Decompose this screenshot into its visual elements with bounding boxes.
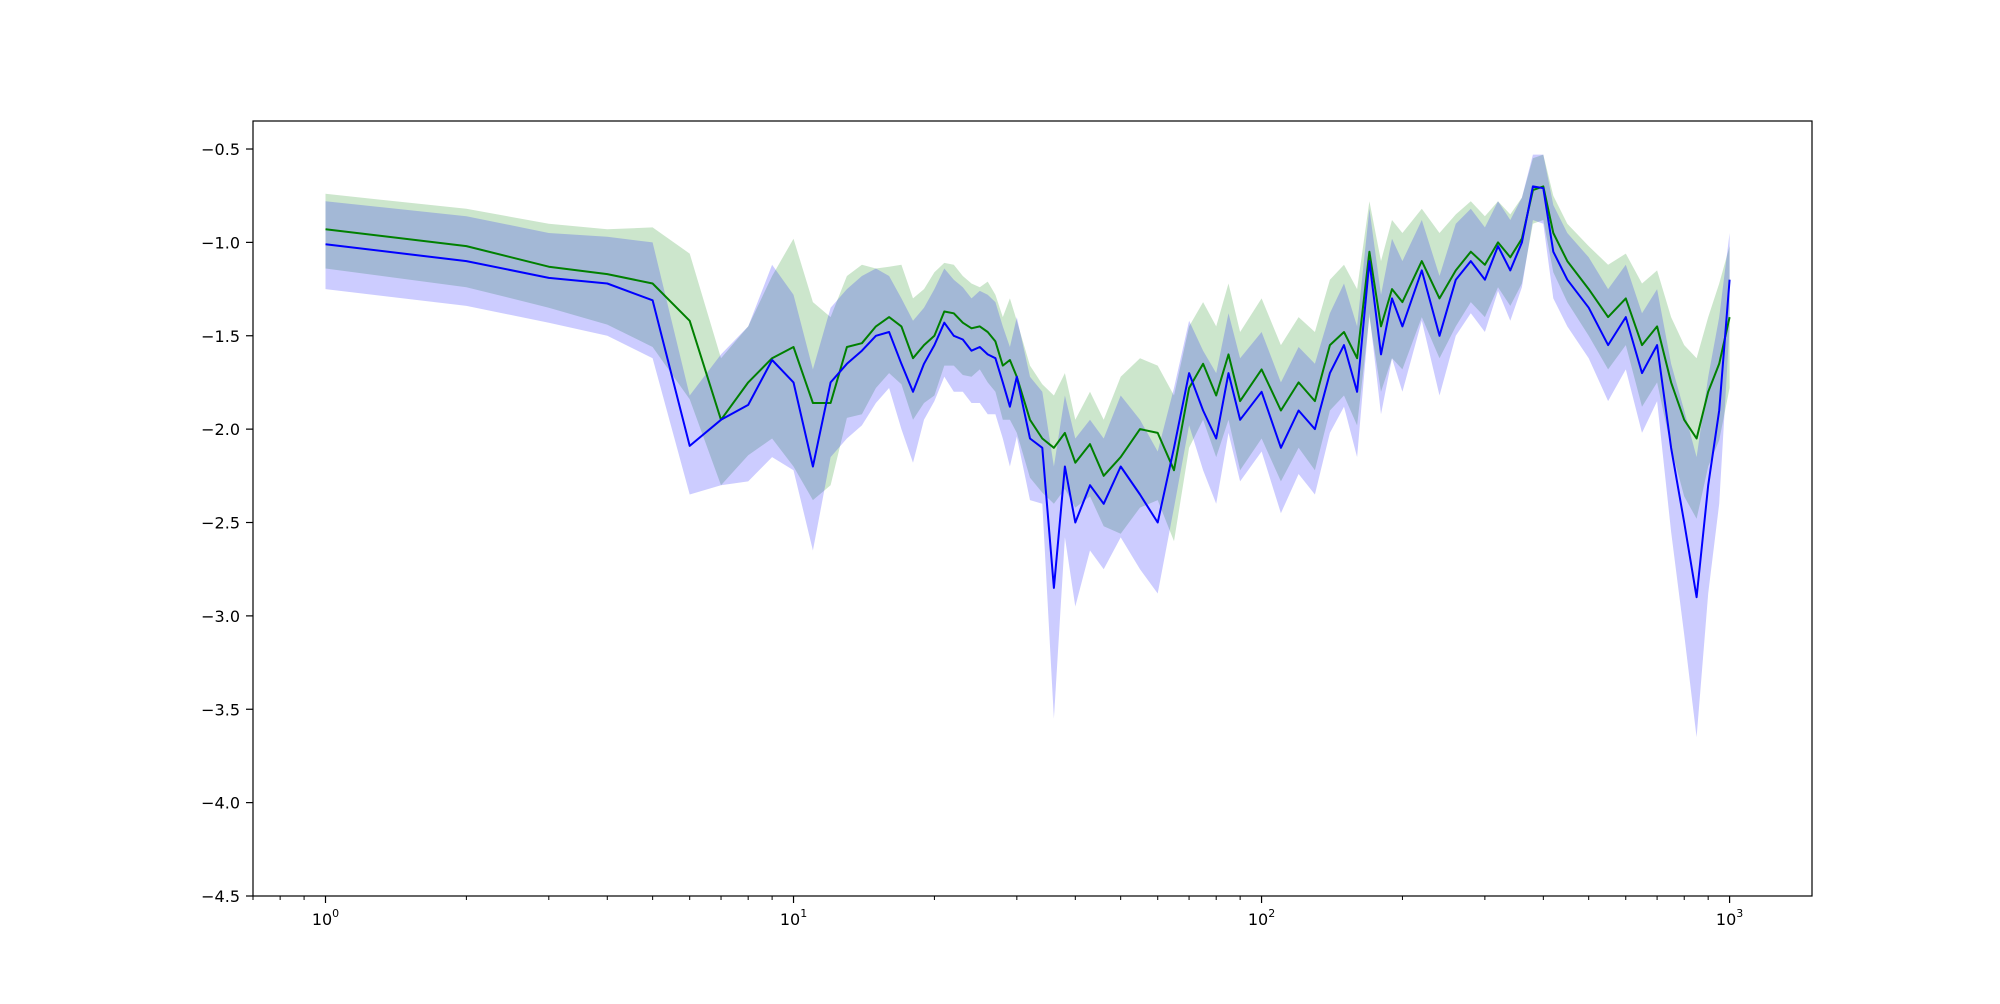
series-lines — [325, 185, 1731, 599]
y-tick-label: −2.5 — [201, 514, 240, 533]
x-tick-label: 103 — [1716, 907, 1743, 929]
series-2-band — [325, 154, 1730, 738]
y-tick-label: −1.5 — [201, 327, 240, 346]
y-tick-label: −3.5 — [201, 700, 240, 719]
x-tick-label: 100 — [312, 907, 339, 929]
y-axis: −0.5 −1.0 −1.5 −2.0 −2.5 −3.0 −3.5 −4.0 −4.5 — [201, 140, 253, 906]
plot-frame — [252, 120, 1813, 897]
confidence-bands — [325, 154, 1730, 738]
x-tick-label: 101 — [780, 907, 807, 929]
y-tick-label: −4.0 — [201, 794, 240, 813]
y-tick-label: −0.5 — [201, 140, 240, 159]
y-tick-label: −3.0 — [201, 607, 240, 626]
x-tick-label: 102 — [1248, 907, 1275, 929]
series-1-band — [325, 154, 1730, 542]
y-tick-label: −4.5 — [201, 887, 240, 906]
series-2-line — [325, 185, 1731, 599]
x-axis: 100 101 102 103 — [252, 896, 1743, 929]
y-tick-label: −2.0 — [201, 420, 240, 439]
y-tick-label: −1.0 — [201, 233, 240, 252]
